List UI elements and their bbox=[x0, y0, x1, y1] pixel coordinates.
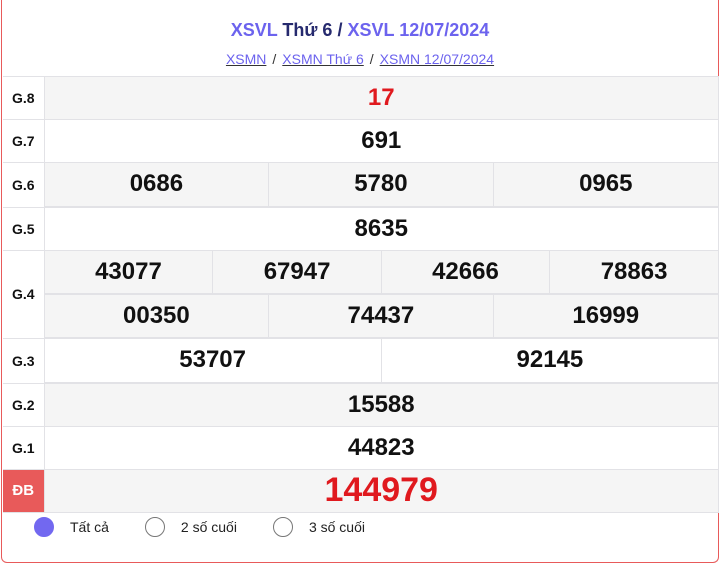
prize-number: 74437 bbox=[268, 294, 494, 338]
prize-row-g7: G.7 691 bbox=[3, 119, 719, 163]
prize-row-g1: G.1 44823 bbox=[3, 425, 719, 470]
radio-last-3[interactable]: 3 số cuối bbox=[272, 517, 365, 537]
prize-number: 00350 bbox=[44, 294, 270, 338]
radio-all[interactable]: Tất cả bbox=[34, 517, 109, 537]
radio-unselected-icon[interactable] bbox=[272, 517, 293, 537]
title-weekday: Thứ 6 bbox=[282, 20, 333, 40]
prize-number: 17 bbox=[43, 76, 719, 120]
prize-number: 53707 bbox=[44, 339, 382, 383]
prize-number: 92145 bbox=[380, 339, 718, 383]
radio-label: 3 số cuối bbox=[308, 519, 365, 535]
breadcrumb-xsmn-weekday[interactable]: XSMN Thứ 6 bbox=[282, 51, 364, 67]
prize-label: G.6 bbox=[3, 162, 45, 208]
radio-unselected-icon[interactable] bbox=[144, 517, 165, 537]
prize-number: 16999 bbox=[492, 294, 718, 338]
prize-label: G.3 bbox=[3, 338, 45, 384]
breadcrumb-xsmn-date[interactable]: XSMN 12/07/2024 bbox=[379, 51, 495, 67]
page-title: XSVL Thứ 6 / XSVL 12/07/2024 bbox=[2, 20, 718, 41]
results-table: G.8 17 G.7 691 G.6 0686 5780 0965 G.5 86… bbox=[3, 76, 719, 513]
prize-label: G.2 bbox=[3, 382, 45, 427]
title-separator: / bbox=[337, 20, 343, 40]
prize-row-special: ĐB 144979 bbox=[3, 468, 719, 513]
prize-number: 44823 bbox=[43, 425, 719, 470]
prize-number: 67947 bbox=[212, 250, 382, 294]
prize-number: 8635 bbox=[43, 206, 719, 251]
prize-row-g8: G.8 17 bbox=[3, 76, 719, 120]
prize-number: 78863 bbox=[549, 250, 718, 294]
prize-row-g2: G.2 15588 bbox=[3, 382, 719, 427]
breadcrumb: XSMN / XSMN Thứ 6 / XSMN 12/07/2024 bbox=[2, 51, 718, 67]
breadcrumb-sep: / bbox=[272, 51, 277, 67]
special-prize-number: 144979 bbox=[43, 468, 719, 513]
prize-row-g3: G.3 53707 92145 bbox=[3, 338, 719, 384]
prize-number: 0686 bbox=[44, 163, 270, 207]
breadcrumb-sep: / bbox=[369, 51, 374, 67]
prize-row-g4: G.4 43077 67947 42666 78863 00350 74437 … bbox=[3, 249, 719, 339]
radio-last-2[interactable]: 2 số cuối bbox=[144, 517, 237, 537]
title-link-date[interactable]: XSVL 12/07/2024 bbox=[347, 20, 490, 40]
prize-label-special: ĐB bbox=[3, 468, 45, 513]
prize-label: G.4 bbox=[3, 249, 45, 339]
prize-label: G.5 bbox=[3, 206, 45, 251]
prize-label: G.1 bbox=[3, 425, 45, 470]
prize-number: 691 bbox=[43, 119, 719, 163]
prize-number: 0965 bbox=[492, 163, 718, 207]
radio-label: Tất cả bbox=[70, 519, 109, 535]
filter-radio-group: Tất cả 2 số cuối 3 số cuối bbox=[34, 517, 401, 537]
prize-number: 15588 bbox=[43, 382, 719, 427]
prize-number: 43077 bbox=[44, 250, 214, 294]
prize-label: G.7 bbox=[3, 119, 45, 163]
title-link-xsvl[interactable]: XSVL bbox=[230, 20, 278, 40]
radio-selected-icon[interactable] bbox=[34, 517, 54, 537]
breadcrumb-xsmn[interactable]: XSMN bbox=[225, 51, 267, 67]
prize-label: G.8 bbox=[3, 76, 45, 120]
prize-row-g5: G.5 8635 bbox=[3, 206, 719, 251]
prize-number: 42666 bbox=[380, 250, 551, 294]
prize-number: 5780 bbox=[268, 163, 494, 207]
radio-label: 2 số cuối bbox=[180, 519, 237, 535]
prize-row-g6: G.6 0686 5780 0965 bbox=[3, 162, 719, 208]
